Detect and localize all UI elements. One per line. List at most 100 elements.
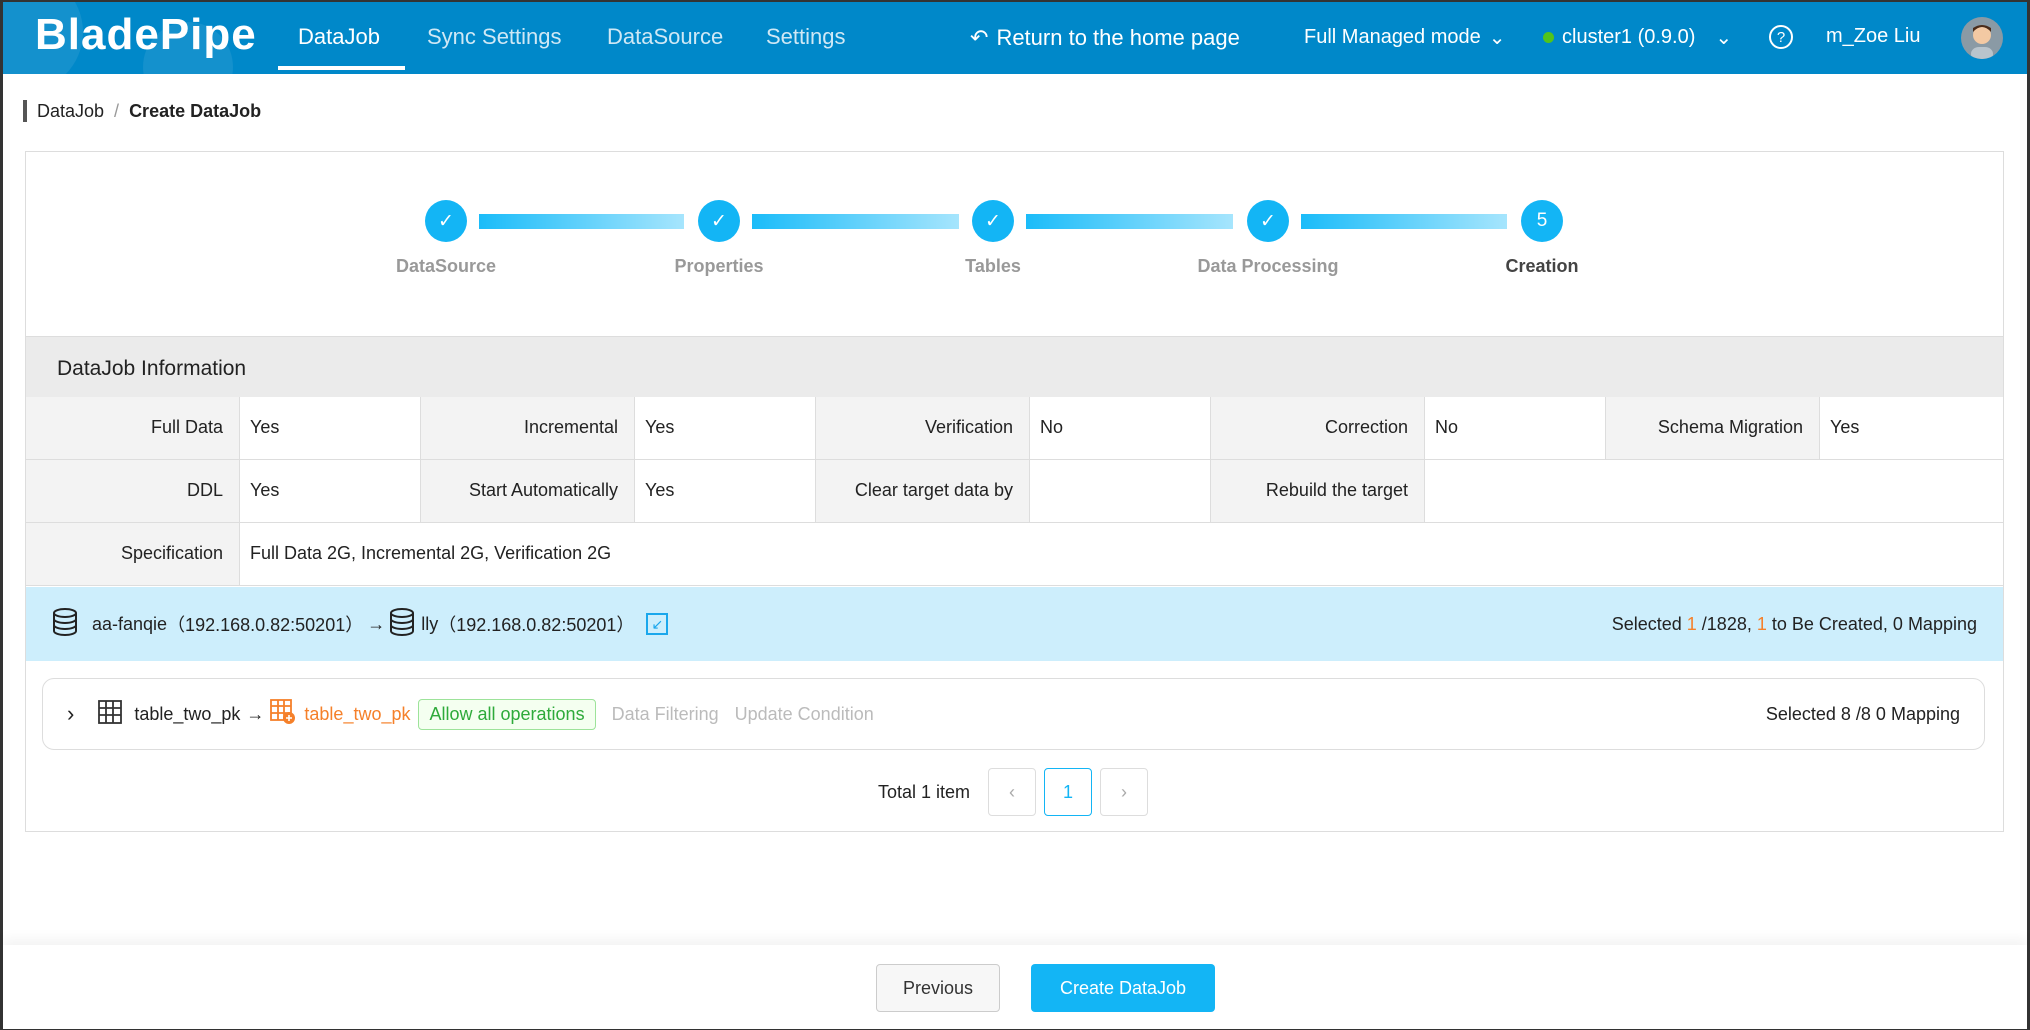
info-value: No bbox=[1030, 397, 1211, 459]
user-name[interactable]: m_Zoe Liu bbox=[1826, 25, 1921, 47]
mode-label: Full Managed mode bbox=[1304, 26, 1481, 48]
database-icon bbox=[52, 607, 78, 641]
info-label: Specification bbox=[26, 523, 240, 585]
table-row: › table_two_pk → table_two_pk Allow all … bbox=[42, 678, 1985, 750]
info-value: Full Data 2G, Incremental 2G, Verificati… bbox=[250, 543, 612, 563]
cluster-label: cluster1 (0.9.0) bbox=[1562, 26, 1696, 48]
return-home-label: Return to the home page bbox=[996, 25, 1240, 50]
info-value: Yes bbox=[635, 460, 816, 522]
step-processing-check-icon: ✓ bbox=[1247, 200, 1289, 242]
step-connector bbox=[752, 214, 959, 229]
undo-icon: ↶ bbox=[970, 25, 989, 50]
avatar[interactable] bbox=[1961, 17, 2003, 59]
info-value: Yes bbox=[240, 397, 421, 459]
step-properties-check-icon: ✓ bbox=[698, 200, 740, 242]
next-page-button[interactable]: › bbox=[1100, 768, 1149, 816]
column-summary: Selected 8 /8 0 Mapping bbox=[1765, 703, 1960, 724]
info-value: Yes bbox=[240, 460, 421, 522]
info-row: Full Data Yes Incremental Yes Verification… bbox=[26, 397, 2003, 460]
step-connector bbox=[479, 214, 684, 229]
chevron-down-icon: ⌄ bbox=[1715, 27, 1733, 49]
create-datajob-button[interactable]: Create DataJob bbox=[1031, 964, 1215, 1012]
return-home-link[interactable]: ↶ Return to the home page bbox=[970, 25, 1240, 51]
top-header: BladePipe DataJob Sync Settings DataSour… bbox=[3, 2, 2027, 74]
table-add-icon bbox=[270, 698, 296, 730]
info-label: Incremental bbox=[421, 397, 635, 459]
step-connector bbox=[1301, 214, 1507, 229]
breadcrumb-parent[interactable]: DataJob bbox=[37, 100, 105, 121]
step-label: DataSource bbox=[395, 256, 497, 276]
step-connector bbox=[1026, 214, 1233, 229]
status-dot-icon bbox=[1543, 32, 1554, 43]
pagination-total: Total 1 item bbox=[878, 781, 971, 802]
source-datasource: aa-fanqie bbox=[92, 613, 168, 634]
database-icon bbox=[389, 607, 415, 641]
source-table: table_two_pk bbox=[134, 703, 241, 724]
mode-dropdown[interactable]: Full Managed mode ⌄ bbox=[1304, 25, 1506, 50]
operations-tag[interactable]: Allow all operations bbox=[418, 698, 596, 730]
create-datajob-card: ✓ ✓ ✓ ✓ 5 DataSource Properties Tables D… bbox=[25, 151, 2004, 832]
pagination: Total 1 item ‹ 1 › bbox=[878, 768, 1149, 816]
step-label: Tables bbox=[965, 256, 1021, 276]
source-address: （192.168.0.82:50201） bbox=[167, 615, 364, 635]
info-label: Schema Migration bbox=[1606, 397, 1820, 459]
datajob-info-table: Full Data Yes Incremental Yes Verification… bbox=[26, 397, 2003, 586]
nav-settings[interactable]: Settings bbox=[766, 24, 846, 49]
breadcrumb-current: Create DataJob bbox=[129, 100, 262, 121]
step-creation-number: 5 bbox=[1521, 200, 1563, 242]
target-table: table_two_pk bbox=[304, 703, 411, 724]
info-row: DDL Yes Start Automatically Yes Clear targ… bbox=[26, 460, 2003, 523]
active-nav-indicator bbox=[278, 66, 405, 70]
page-1-button[interactable]: 1 bbox=[1044, 768, 1093, 816]
prev-page-button[interactable]: ‹ bbox=[988, 768, 1037, 816]
collapse-arrow-icon[interactable]: ↙ bbox=[646, 613, 669, 635]
chevron-down-icon: ⌄ bbox=[1488, 27, 1506, 49]
info-value bbox=[1425, 460, 2003, 522]
selected-count: 1 bbox=[1686, 613, 1697, 634]
breadcrumb: DataJob / Create DataJob bbox=[23, 100, 261, 122]
info-label: Start Automatically bbox=[421, 460, 635, 522]
logo[interactable]: BladePipe bbox=[35, 10, 257, 59]
datajob-info-title: DataJob Information bbox=[26, 336, 2003, 397]
arrow-right-icon: → bbox=[367, 613, 386, 634]
target-address: （192.168.0.82:50201） bbox=[438, 615, 635, 635]
update-condition-link[interactable]: Update Condition bbox=[734, 703, 874, 724]
step-label: Properties bbox=[674, 256, 764, 276]
data-filtering-link[interactable]: Data Filtering bbox=[611, 703, 719, 724]
nav-datasource[interactable]: DataSource bbox=[607, 24, 724, 49]
table-icon bbox=[98, 699, 123, 729]
breadcrumb-separator: / bbox=[114, 100, 120, 121]
summary-text: to Be Created, 0 Mapping bbox=[1766, 613, 1977, 634]
step-label: Data Processing bbox=[1197, 256, 1339, 276]
info-value: Yes bbox=[635, 397, 816, 459]
info-label: Full Data bbox=[26, 397, 240, 459]
decor-bubble bbox=[3, 2, 83, 74]
help-button[interactable]: ? bbox=[1769, 25, 1793, 49]
info-value bbox=[1030, 460, 1211, 522]
info-label: Correction bbox=[1211, 397, 1425, 459]
info-label: Verification bbox=[816, 397, 1030, 459]
step-datasource-check-icon: ✓ bbox=[425, 200, 467, 242]
summary-text: Selected bbox=[1611, 613, 1687, 634]
previous-button[interactable]: Previous bbox=[876, 964, 1000, 1012]
info-label: Rebuild the target bbox=[1211, 460, 1425, 522]
question-icon: ? bbox=[1769, 25, 1793, 49]
arrow-right-icon: → bbox=[246, 703, 265, 724]
expand-chevron-icon[interactable]: › bbox=[67, 701, 75, 726]
selection-summary: Selected 1 /1828, 1 to Be Created, 0 Map… bbox=[1612, 614, 1977, 635]
nav-datajob[interactable]: DataJob bbox=[298, 24, 380, 49]
mapping-bar: aa-fanqie （192.168.0.82:50201） → lly （19… bbox=[26, 587, 2003, 661]
info-label: Clear target data by bbox=[816, 460, 1030, 522]
cluster-dropdown[interactable]: cluster1 (0.9.0) ⌄ bbox=[1543, 25, 1732, 50]
info-value: No bbox=[1425, 397, 1606, 459]
step-label-current: Creation bbox=[1505, 256, 1579, 276]
nav-sync-settings[interactable]: Sync Settings bbox=[427, 24, 562, 49]
step-tables-check-icon: ✓ bbox=[972, 200, 1014, 242]
create-count: 1 bbox=[1756, 613, 1767, 634]
footer-bar: Previous Create DataJob bbox=[3, 945, 2027, 1029]
breadcrumb-bar bbox=[23, 100, 27, 122]
info-row: Specification Full Data 2G, Incremental 2… bbox=[26, 523, 2003, 586]
info-label: DDL bbox=[26, 460, 240, 522]
summary-text: /1828, bbox=[1696, 613, 1757, 634]
info-value: Yes bbox=[1830, 417, 1860, 437]
